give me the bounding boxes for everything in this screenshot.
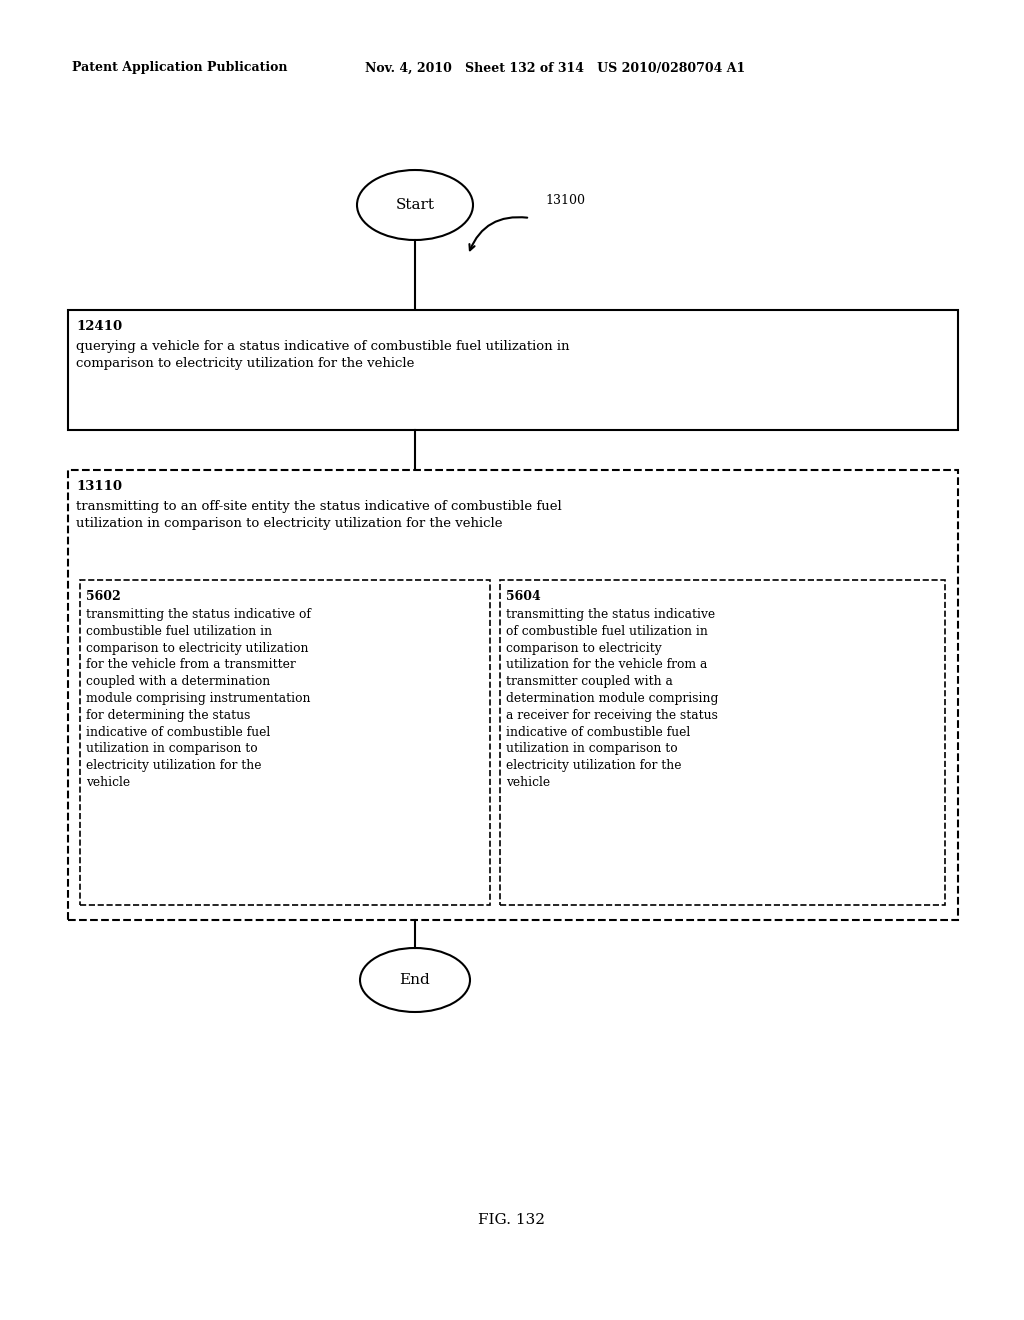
Bar [500,579,945,906]
Text: transmitting the status indicative
of combustible fuel utilization in
comparison: transmitting the status indicative of co… [506,609,719,789]
Text: 13100: 13100 [545,194,585,206]
Text: 12410: 12410 [76,319,122,333]
Text: transmitting the status indicative of
combustible fuel utilization in
comparison: transmitting the status indicative of co… [86,609,311,789]
Text: querying a vehicle for a status indicative of combustible fuel utilization in
co: querying a vehicle for a status indicati… [76,341,569,371]
Bar [68,470,958,920]
Bar [80,579,490,906]
Bar [68,310,958,430]
Text: 5602: 5602 [86,590,121,603]
Text: Patent Application Publication: Patent Application Publication [72,62,288,74]
Text: FIG. 132: FIG. 132 [478,1213,546,1228]
Text: 5604: 5604 [506,590,541,603]
Text: 13110: 13110 [76,480,122,492]
Text: Start: Start [395,198,434,213]
Text: transmitting to an off-site entity the status indicative of combustible fuel
uti: transmitting to an off-site entity the s… [76,500,562,531]
Text: End: End [399,973,430,987]
Text: Nov. 4, 2010   Sheet 132 of 314   US 2010/0280704 A1: Nov. 4, 2010 Sheet 132 of 314 US 2010/02… [365,62,745,74]
